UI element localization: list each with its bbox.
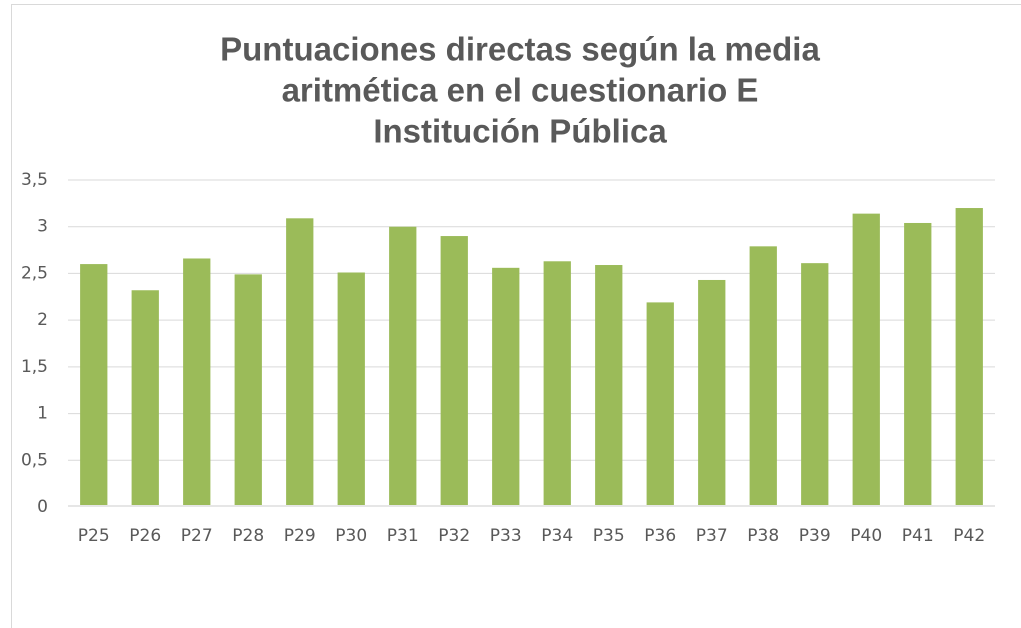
x-tick-label: P33	[490, 526, 522, 546]
chart-title: Institución Pública	[373, 113, 667, 150]
x-tick-label: P40	[850, 526, 882, 546]
x-tick-label: P29	[284, 526, 316, 546]
bar	[183, 258, 211, 507]
x-tick-label: P38	[747, 526, 779, 546]
y-tick-label: 1	[37, 404, 48, 424]
bar	[852, 213, 880, 508]
chart-title: aritmética en el cuestionario E	[282, 72, 759, 109]
y-tick-label: 0,5	[21, 450, 48, 470]
bar	[543, 261, 571, 507]
x-tick-label: P34	[541, 526, 573, 546]
x-tick-label: P42	[953, 526, 985, 546]
x-tick-label: P31	[387, 526, 419, 546]
x-tick-label: P41	[902, 526, 934, 546]
bar	[595, 265, 623, 507]
y-tick-label: 3,5	[21, 170, 48, 190]
bar	[286, 218, 314, 507]
y-tick-label: 3	[37, 217, 48, 237]
bar	[698, 279, 726, 507]
bar	[337, 272, 365, 507]
x-tick-label: P26	[129, 526, 161, 546]
y-tick-label: 2	[37, 310, 48, 330]
y-tick-label: 2,5	[21, 263, 48, 283]
bar	[904, 222, 932, 507]
y-tick-label: 1,5	[21, 357, 48, 377]
bar	[749, 246, 777, 507]
bar	[80, 264, 108, 507]
x-tick-label: P36	[644, 526, 676, 546]
bar	[492, 267, 520, 507]
bar	[646, 302, 674, 507]
bar	[234, 274, 262, 507]
bar	[389, 226, 417, 507]
x-tick-label: P39	[799, 526, 831, 546]
x-tick-label: P25	[78, 526, 110, 546]
x-tick-label: P35	[593, 526, 625, 546]
bar	[440, 236, 468, 508]
x-tick-label: P32	[438, 526, 470, 546]
bar	[955, 208, 983, 507]
chart-title: Puntuaciones directas según la media	[220, 31, 820, 68]
x-tick-label: P28	[232, 526, 264, 546]
bar	[801, 263, 829, 507]
x-tick-label: P37	[696, 526, 728, 546]
bar	[131, 290, 159, 507]
x-tick-label: P27	[181, 526, 213, 546]
x-tick-label: P30	[335, 526, 367, 546]
y-tick-label: 0	[37, 497, 48, 517]
